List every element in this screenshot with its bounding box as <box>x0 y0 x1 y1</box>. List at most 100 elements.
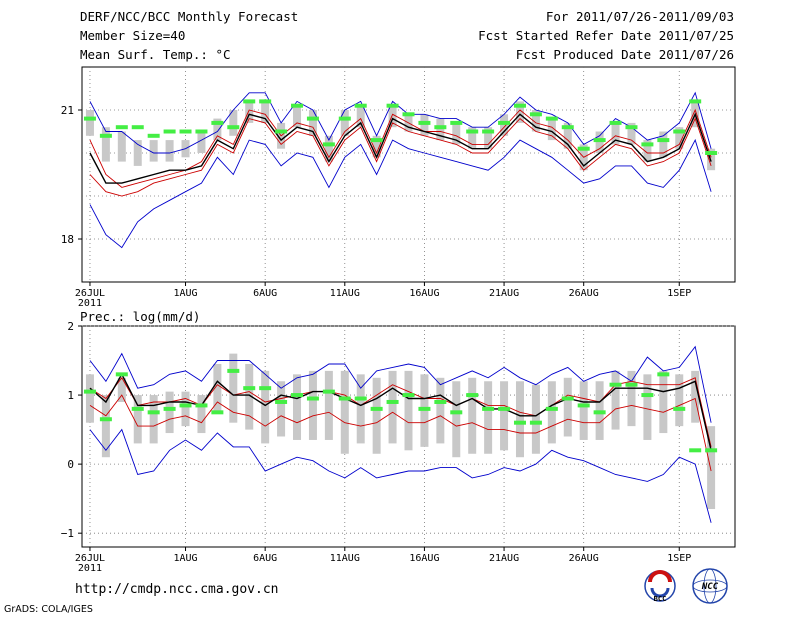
observed-marker <box>275 399 288 404</box>
observed-marker <box>131 406 144 411</box>
ensemble-spread-box <box>675 127 684 149</box>
x-tick-label: 1SEP <box>667 553 691 564</box>
observed-marker <box>99 133 112 138</box>
source-url[interactable]: http://cmdp.ncc.cma.gov.cn <box>75 582 279 597</box>
observed-marker <box>243 99 256 104</box>
observed-marker <box>513 420 526 425</box>
ensemble-spread-box <box>165 391 174 434</box>
ncc-logo-icon: NCC <box>692 568 728 604</box>
plot-frame <box>81 325 736 548</box>
observed-marker <box>322 142 335 147</box>
observed-marker <box>275 129 288 134</box>
x-tick-label: 16AUG <box>409 288 439 299</box>
observed-marker <box>354 103 367 108</box>
ensemble-spread-box <box>659 131 668 158</box>
observed-marker <box>179 403 192 408</box>
observed-marker <box>673 129 686 134</box>
observed-marker <box>402 393 415 398</box>
ensemble-spread-box <box>324 135 333 162</box>
header-start-date: Fcst Started Refer Date 2011/07/25 <box>478 28 734 43</box>
ensemble-spread-box <box>277 381 286 437</box>
observed-marker <box>641 393 654 398</box>
ensemble-spread-box <box>579 381 588 440</box>
series-line-max <box>89 91 712 154</box>
observed-marker <box>163 406 176 411</box>
observed-marker <box>243 386 256 391</box>
observed-marker <box>147 133 160 138</box>
observed-marker <box>418 120 431 125</box>
x-tick-label: 6AUG <box>253 288 277 299</box>
x-tick-label: 1AUG <box>173 288 197 299</box>
x-tick-label: 21AUG <box>489 553 519 564</box>
ensemble-spread-box <box>563 122 572 149</box>
observed-marker <box>370 138 383 143</box>
ensemble-spread-box <box>261 370 270 444</box>
observed-marker <box>593 410 606 415</box>
observed-marker <box>99 417 112 422</box>
ensemble-spread-box <box>340 370 349 454</box>
observed-marker <box>322 389 335 394</box>
observed-marker <box>466 129 479 134</box>
ensemble-spread-box <box>452 381 461 458</box>
ensemble-spread-box <box>388 105 397 128</box>
ensemble-spread-box <box>436 118 445 141</box>
ensemble-spread-box <box>547 118 556 141</box>
ensemble-spread-box <box>436 377 445 444</box>
observed-marker <box>689 448 702 453</box>
observed-marker <box>306 396 319 401</box>
ensemble-spread-box <box>531 384 540 454</box>
observed-marker <box>545 116 558 121</box>
observed-marker <box>115 125 128 130</box>
observed-marker <box>609 120 622 125</box>
observed-marker <box>418 406 431 411</box>
panel-title: Prec.: log(mm/d) <box>80 309 200 324</box>
x-tick-label: 26JUL <box>75 553 105 564</box>
observed-marker <box>561 396 574 401</box>
ensemble-spread-box <box>101 127 110 162</box>
ensemble-spread-box <box>515 101 524 123</box>
agency-logos: BCC NCC <box>644 568 728 604</box>
ensemble-spread-box <box>372 377 381 454</box>
ensemble-spread-box <box>611 122 620 145</box>
ensemble-spread-box <box>245 101 254 123</box>
x-tick-label: 16AUG <box>409 553 439 564</box>
x-tick-label: 11AUG <box>330 288 360 299</box>
ensemble-spread-box <box>324 370 333 440</box>
ensemble-spread-box <box>531 110 540 132</box>
y-tick-label: 1 <box>67 389 74 402</box>
ensemble-spread-box <box>388 370 397 444</box>
observed-marker <box>529 420 542 425</box>
ensemble-spread-box <box>293 374 302 440</box>
y-tick-label: 21 <box>61 104 74 117</box>
ensemble-spread-box <box>340 110 349 136</box>
ensemble-spread-box <box>563 377 572 437</box>
x-tick-label: 1AUG <box>173 553 197 564</box>
observed-marker <box>386 399 399 404</box>
observed-marker <box>434 399 447 404</box>
observed-marker <box>689 99 702 104</box>
ensemble-spread-box <box>500 114 509 136</box>
observed-marker <box>498 406 511 411</box>
observed-marker <box>577 146 590 151</box>
y-tick-label: −1 <box>61 527 74 540</box>
observed-marker <box>450 410 463 415</box>
observed-marker <box>386 103 399 108</box>
series-line-p10 <box>89 394 712 472</box>
observed-marker <box>259 386 272 391</box>
ensemble-spread-box <box>707 426 716 510</box>
ensemble-spread-box <box>165 140 174 162</box>
ensemble-spread-box <box>611 370 620 430</box>
ensemble-spread-box <box>133 140 142 166</box>
observed-marker <box>338 396 351 401</box>
observed-marker <box>450 120 463 125</box>
ensemble-spread-box <box>643 140 652 162</box>
ensemble-spread-box <box>229 353 238 423</box>
observed-marker <box>227 368 240 373</box>
observed-marker <box>291 393 304 398</box>
ensemble-spread-box <box>117 377 126 402</box>
observed-marker <box>593 138 606 143</box>
ensemble-spread-box <box>356 374 365 444</box>
observed-marker <box>83 116 96 121</box>
header-period: For 2011/07/26-2011/09/03 <box>545 9 734 24</box>
bcc-logo-text: BCC <box>654 595 667 603</box>
